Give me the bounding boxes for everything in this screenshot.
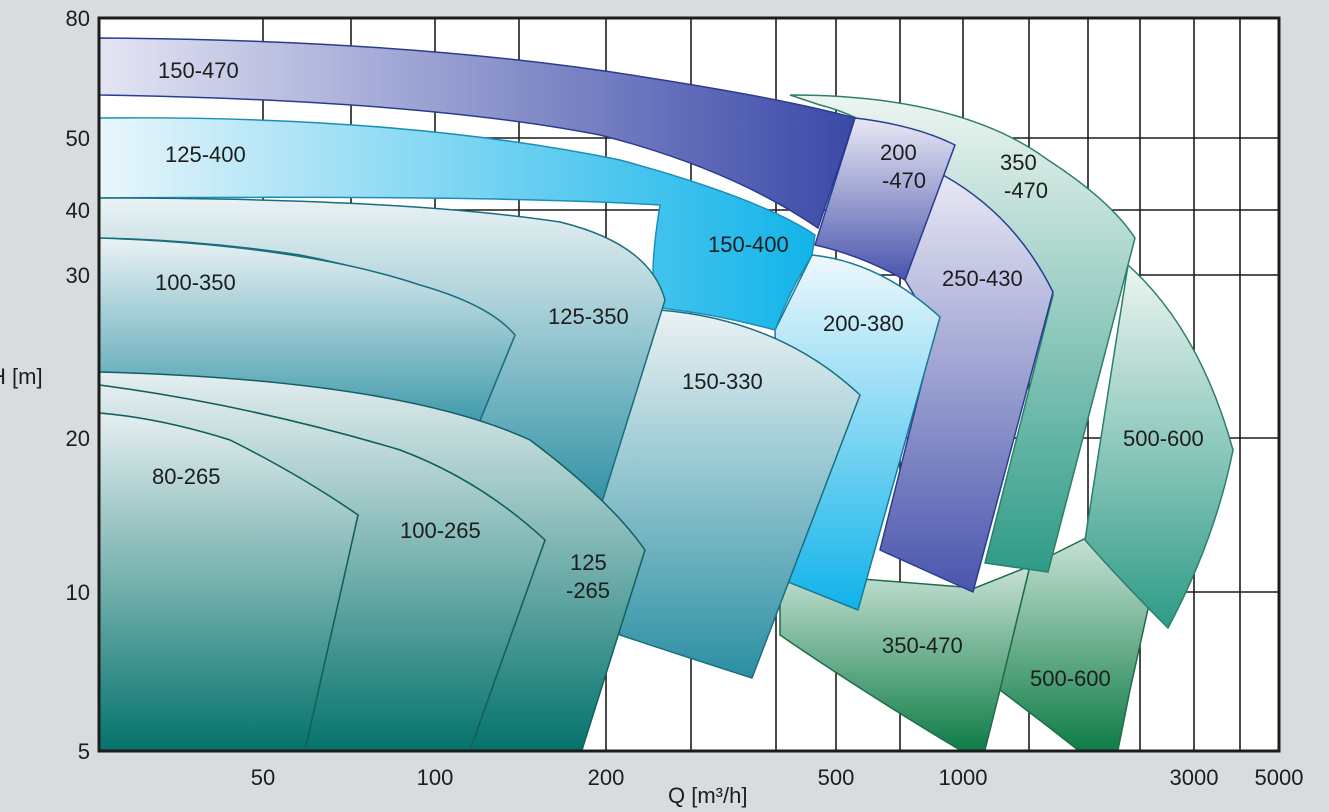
x-tick-labels: 50 100 200 500 1000 3000 5000 — [251, 765, 1304, 790]
x-tick-50: 50 — [251, 765, 275, 790]
region-150-330 — [597, 309, 861, 679]
region-500-600-upper — [1084, 263, 1234, 630]
x-tick-1000: 1000 — [939, 765, 988, 790]
region-200-470 — [814, 117, 956, 282]
region-200-380 — [774, 254, 941, 612]
label-500-600-upper: 500-600 — [1123, 426, 1204, 451]
x-tick-3000: 3000 — [1170, 765, 1219, 790]
label-200-470: 200 -470 — [880, 140, 926, 193]
x-axis-label: Q [m³/h] — [668, 783, 747, 808]
y-tick-40: 40 — [66, 198, 90, 223]
label-500-600-lower: 500-600 — [1030, 666, 1111, 691]
region-group — [98, 37, 1234, 751]
label-125-400: 125-400 — [165, 142, 246, 167]
label-80-265: 80-265 — [152, 464, 221, 489]
label-125-265: 125 -265 — [566, 550, 610, 603]
y-tick-20: 20 — [66, 426, 90, 451]
region-250-430 — [879, 173, 1054, 594]
region-labels: 150-470 125-400 100-350 80-265 100-265 1… — [152, 58, 1204, 691]
label-150-400: 150-400 — [708, 232, 789, 257]
label-150-470: 150-470 — [158, 58, 239, 83]
y-tick-5: 5 — [78, 739, 90, 764]
x-tick-100: 100 — [417, 765, 454, 790]
y-tick-30: 30 — [66, 263, 90, 288]
label-250-430: 250-430 — [942, 266, 1023, 291]
x-tick-200: 200 — [588, 765, 625, 790]
plot-frame — [97, 16, 1281, 753]
x-tick-500: 500 — [818, 765, 855, 790]
label-100-350: 100-350 — [155, 270, 236, 295]
label-200-380: 200-380 — [823, 311, 904, 336]
x-tick-5000: 5000 — [1255, 765, 1304, 790]
y-tick-50: 50 — [66, 126, 90, 151]
y-tick-labels: 5 10 20 30 40 50 80 — [66, 6, 90, 764]
label-100-265: 100-265 — [400, 518, 481, 543]
y-tick-10: 10 — [66, 580, 90, 605]
y-tick-80: 80 — [66, 6, 90, 31]
region-80-265 — [98, 412, 359, 751]
region-125-400 — [98, 117, 816, 331]
label-125-350: 125-350 — [548, 304, 629, 329]
region-125-350 — [98, 197, 666, 517]
region-150-470 — [98, 37, 856, 230]
label-350-470-lower: 350-470 — [882, 633, 963, 658]
label-350-470-upper: 350 -470 — [1000, 150, 1048, 203]
label-150-330: 150-330 — [682, 369, 763, 394]
y-axis-label: H [m] — [0, 364, 43, 389]
